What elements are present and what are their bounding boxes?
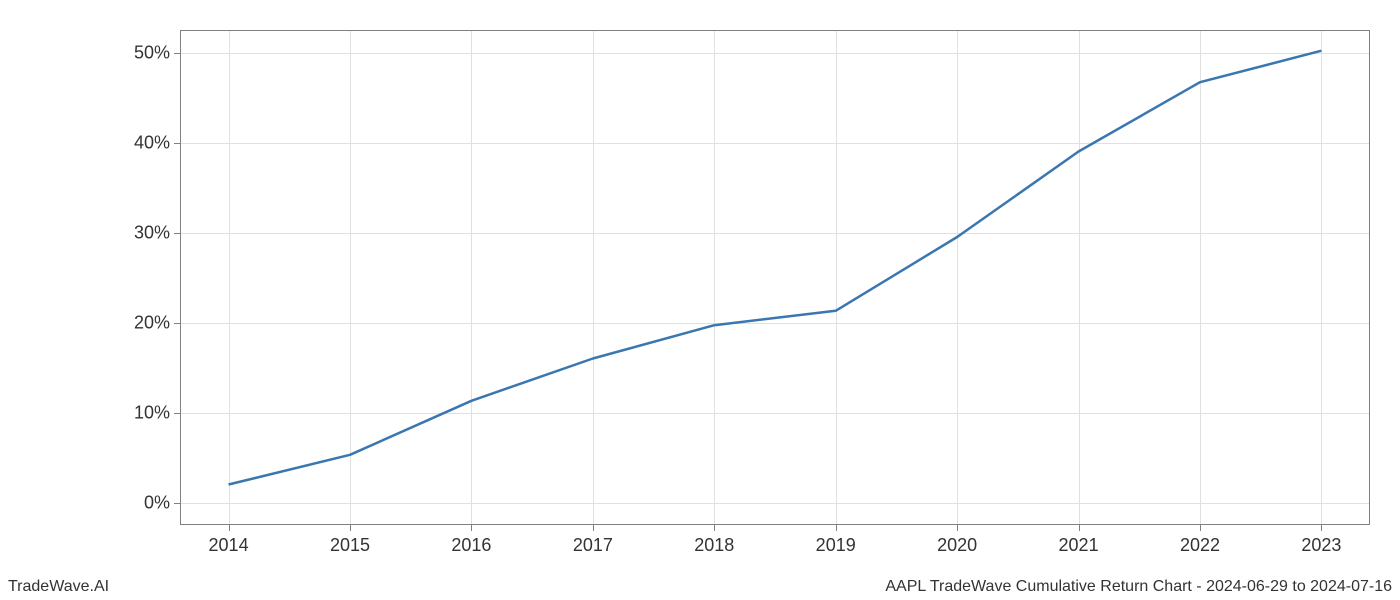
x-tick-mark bbox=[229, 525, 230, 531]
x-tick-label: 2023 bbox=[1301, 535, 1341, 556]
line-series bbox=[229, 51, 1322, 485]
x-tick-label: 2018 bbox=[694, 535, 734, 556]
x-tick-label: 2021 bbox=[1059, 535, 1099, 556]
x-tick-label: 2019 bbox=[816, 535, 856, 556]
footer-right-text: AAPL TradeWave Cumulative Return Chart -… bbox=[885, 578, 1392, 596]
x-tick-mark bbox=[593, 525, 594, 531]
y-tick-label: 50% bbox=[120, 42, 170, 63]
plot-area: 2014201520162017201820192020202120222023… bbox=[180, 30, 1370, 525]
x-tick-label: 2020 bbox=[937, 535, 977, 556]
chart-container: 2014 2015 2016 2017 2018 2019 2020 2021 2022 2023… bbox=[0, 0, 1400, 600]
y-tick-label: 20% bbox=[120, 312, 170, 333]
y-tick-label: 10% bbox=[120, 402, 170, 423]
y-tick-label: 40% bbox=[120, 132, 170, 153]
line-series-svg bbox=[180, 30, 1370, 525]
x-tick-mark bbox=[1321, 525, 1322, 531]
y-tick-label: 0% bbox=[120, 492, 170, 513]
x-tick-label: 2022 bbox=[1180, 535, 1220, 556]
footer-left-text: TradeWave.AI bbox=[8, 578, 109, 596]
x-tick-mark bbox=[1079, 525, 1080, 531]
x-tick-label: 2015 bbox=[330, 535, 370, 556]
x-tick-mark bbox=[714, 525, 715, 531]
x-tick-label: 2014 bbox=[209, 535, 249, 556]
x-tick-mark bbox=[957, 525, 958, 531]
x-tick-mark bbox=[471, 525, 472, 531]
x-tick-mark bbox=[836, 525, 837, 531]
x-tick-mark bbox=[1200, 525, 1201, 531]
x-tick-label: 2017 bbox=[573, 535, 613, 556]
x-tick-mark bbox=[350, 525, 351, 531]
y-tick-label: 30% bbox=[120, 222, 170, 243]
x-tick-label: 2016 bbox=[451, 535, 491, 556]
